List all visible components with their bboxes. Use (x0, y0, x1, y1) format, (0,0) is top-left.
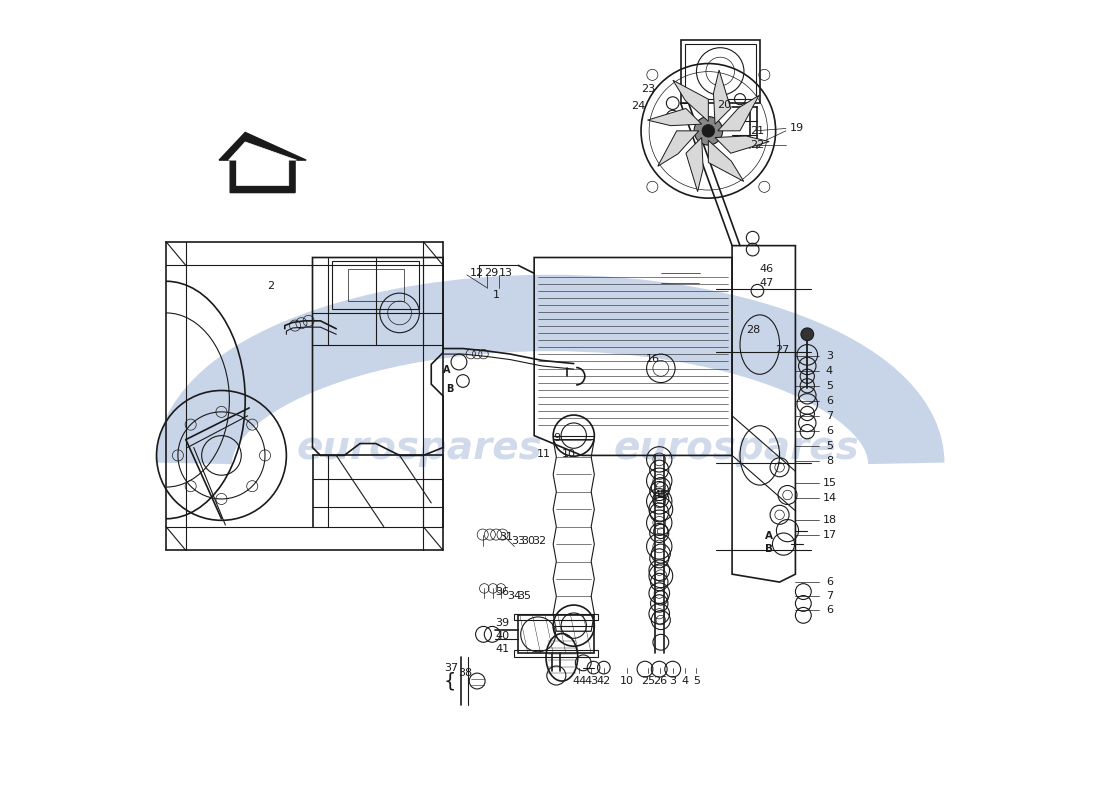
Text: 1: 1 (493, 290, 499, 300)
Text: eurospares: eurospares (297, 429, 542, 466)
Polygon shape (686, 138, 703, 192)
Bar (684, 44, 756, 99)
Text: 36: 36 (495, 586, 509, 597)
Text: 39: 39 (495, 618, 509, 628)
Text: 16: 16 (646, 354, 660, 364)
Text: 42: 42 (596, 676, 611, 686)
Text: 46: 46 (759, 264, 773, 274)
Text: 33: 33 (512, 536, 526, 546)
Polygon shape (658, 131, 698, 166)
Text: 5: 5 (826, 441, 833, 451)
Text: 29: 29 (484, 268, 498, 278)
Text: eurospares: eurospares (614, 429, 859, 466)
Bar (332, 262, 419, 309)
Text: A: A (443, 365, 451, 375)
Text: 23: 23 (641, 84, 656, 94)
Text: 4: 4 (826, 366, 833, 376)
Text: 43: 43 (584, 676, 598, 686)
Text: 17: 17 (823, 530, 836, 539)
Text: 9: 9 (553, 433, 560, 443)
Text: 2: 2 (267, 281, 274, 291)
Text: 34: 34 (507, 591, 521, 602)
Bar (515, 614, 597, 620)
Circle shape (694, 117, 723, 145)
Bar (515, 650, 597, 657)
Text: 10: 10 (562, 449, 576, 459)
Polygon shape (219, 133, 306, 193)
Text: 6: 6 (826, 605, 833, 614)
Circle shape (801, 328, 814, 341)
Text: 7: 7 (826, 411, 833, 421)
Text: {: { (444, 671, 456, 690)
Text: 44: 44 (572, 676, 586, 686)
Text: 5: 5 (826, 381, 833, 390)
Text: 35: 35 (518, 591, 531, 602)
Text: 31: 31 (499, 532, 514, 542)
Bar (681, 40, 760, 103)
Text: 45: 45 (653, 490, 668, 500)
Text: 28: 28 (746, 326, 760, 335)
Text: 37: 37 (444, 662, 458, 673)
Bar (348, 270, 404, 301)
Text: 6: 6 (826, 396, 833, 406)
Text: 3: 3 (826, 350, 833, 361)
Text: 47: 47 (759, 278, 773, 288)
Text: 30: 30 (521, 536, 536, 546)
Bar (518, 615, 594, 654)
Text: A: A (766, 531, 773, 541)
Polygon shape (714, 70, 730, 124)
Text: 5: 5 (693, 676, 700, 686)
Text: 40: 40 (495, 631, 509, 641)
Text: 27: 27 (774, 345, 789, 355)
Text: 41: 41 (495, 644, 509, 654)
Text: 6: 6 (826, 577, 833, 587)
Text: 10: 10 (619, 676, 634, 686)
Text: 38: 38 (459, 668, 472, 678)
Text: 15: 15 (823, 478, 836, 488)
Text: 25: 25 (641, 676, 656, 686)
Polygon shape (673, 80, 708, 122)
Polygon shape (648, 109, 702, 126)
Text: 19: 19 (790, 123, 804, 134)
Text: 7: 7 (826, 591, 833, 602)
Text: B: B (766, 544, 773, 554)
Text: 21: 21 (750, 126, 764, 136)
Text: 11: 11 (537, 449, 551, 459)
Polygon shape (229, 142, 297, 186)
Polygon shape (708, 140, 744, 182)
Circle shape (702, 125, 715, 137)
Text: 14: 14 (823, 493, 836, 503)
Text: 12: 12 (470, 268, 484, 278)
Text: 24: 24 (631, 101, 646, 110)
Polygon shape (718, 95, 759, 131)
Text: 20: 20 (717, 100, 732, 110)
Text: 32: 32 (532, 536, 547, 546)
Text: 18: 18 (823, 514, 836, 525)
Text: B: B (446, 384, 453, 394)
Text: 3: 3 (669, 676, 676, 686)
Text: 26: 26 (653, 676, 667, 686)
Text: 13: 13 (498, 268, 513, 278)
Text: 22: 22 (750, 140, 764, 150)
Text: 8: 8 (826, 456, 833, 466)
Text: 6: 6 (826, 426, 833, 436)
Text: 4: 4 (681, 676, 689, 686)
Polygon shape (715, 136, 769, 154)
